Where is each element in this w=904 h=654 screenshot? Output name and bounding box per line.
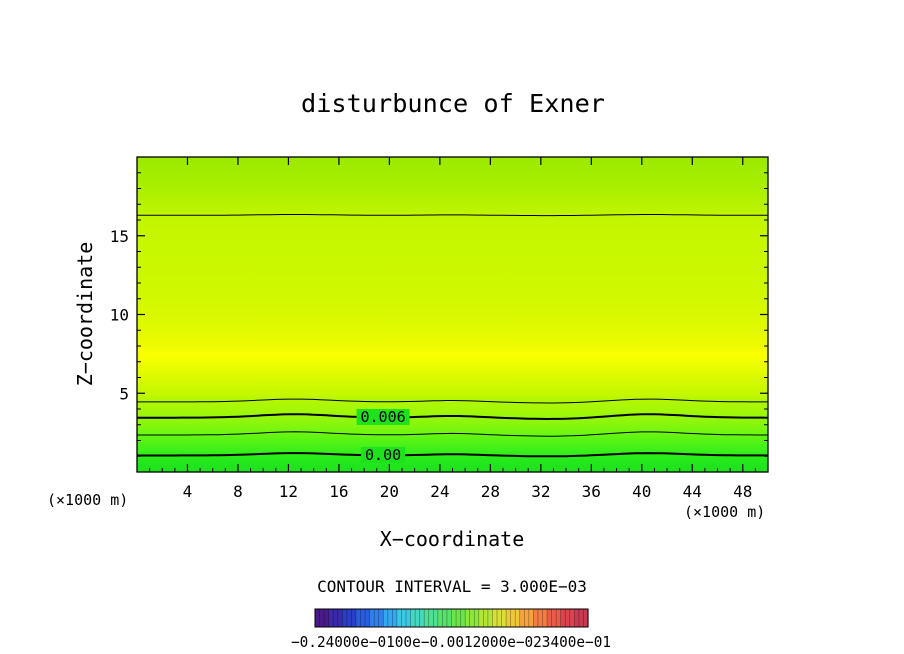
colorbar-swatch [369, 609, 384, 627]
contour-interval-text: CONTOUR INTERVAL = 3.000E−03 [317, 577, 587, 596]
x-tick-label: 40 [632, 482, 651, 501]
x-tick-label: 4 [183, 482, 193, 501]
y-tick-label: 15 [110, 227, 129, 246]
colorbar-swatch [328, 609, 343, 627]
x-tick-label: 20 [380, 482, 399, 501]
x-tick-label: 48 [733, 482, 752, 501]
colorbar-swatch [560, 609, 575, 627]
colorbar-swatch [424, 609, 439, 627]
colorbar-swatch [533, 609, 548, 627]
contour-line-1 [137, 431, 768, 437]
colorbar-swatch [342, 609, 357, 627]
chart-title: disturbunce of Exner [301, 89, 605, 118]
y-tick-label: 10 [110, 306, 129, 325]
colorbar-swatch [547, 609, 562, 627]
plot-field [137, 157, 768, 472]
contour-line-3 [137, 398, 768, 404]
y-tick-label: 5 [119, 384, 129, 403]
x-tick-label: 12 [279, 482, 298, 501]
x-tick-label: 44 [683, 482, 702, 501]
colorbar-swatch [437, 609, 453, 627]
colorbar [314, 609, 589, 627]
contour-line-0 [137, 452, 768, 458]
colorbar-swatch [451, 609, 466, 627]
colorbar-swatch [315, 609, 330, 627]
colorbar-swatch [465, 609, 480, 627]
x-tick-label: 8 [233, 482, 243, 501]
x-tick-label: 28 [481, 482, 500, 501]
contour-label-bg-0 [361, 446, 406, 463]
x-tick-label: 24 [430, 482, 449, 501]
colorbar-swatch [355, 609, 371, 627]
colorbar-swatch [383, 609, 398, 627]
colorbar-swatch [519, 609, 534, 627]
x-tick-label: 32 [531, 482, 550, 501]
colorbar-swatch [492, 609, 507, 627]
x-unit-right: (×1000 m) [684, 503, 765, 521]
colorbar-swatch [410, 609, 425, 627]
contour-label-0: 0.00 [365, 446, 401, 464]
colorbar-swatch [506, 609, 521, 627]
colorbar-frame [314, 608, 589, 628]
contour-line-2 [137, 413, 768, 421]
colorbar-swatch [574, 609, 589, 627]
x-unit-left: (×1000 m) [47, 491, 128, 509]
contour-line-4 [137, 214, 768, 217]
contour-label-bg-2 [356, 408, 410, 425]
colorbar-labels: −0.24000e−0100e−0.0012000e−023400e−01 [291, 633, 611, 651]
colorbar-swatch [478, 609, 494, 627]
colorbar-swatch [396, 609, 412, 627]
x-tick-label: 36 [582, 482, 601, 501]
x-tick-label: 16 [329, 482, 348, 501]
y-axis-label: Z−coordinate [73, 242, 97, 387]
contour-layer: 0.00 0.006 [137, 214, 768, 464]
x-axis-label: X−coordinate [380, 527, 525, 551]
contour-label-2: 0.006 [361, 408, 406, 426]
